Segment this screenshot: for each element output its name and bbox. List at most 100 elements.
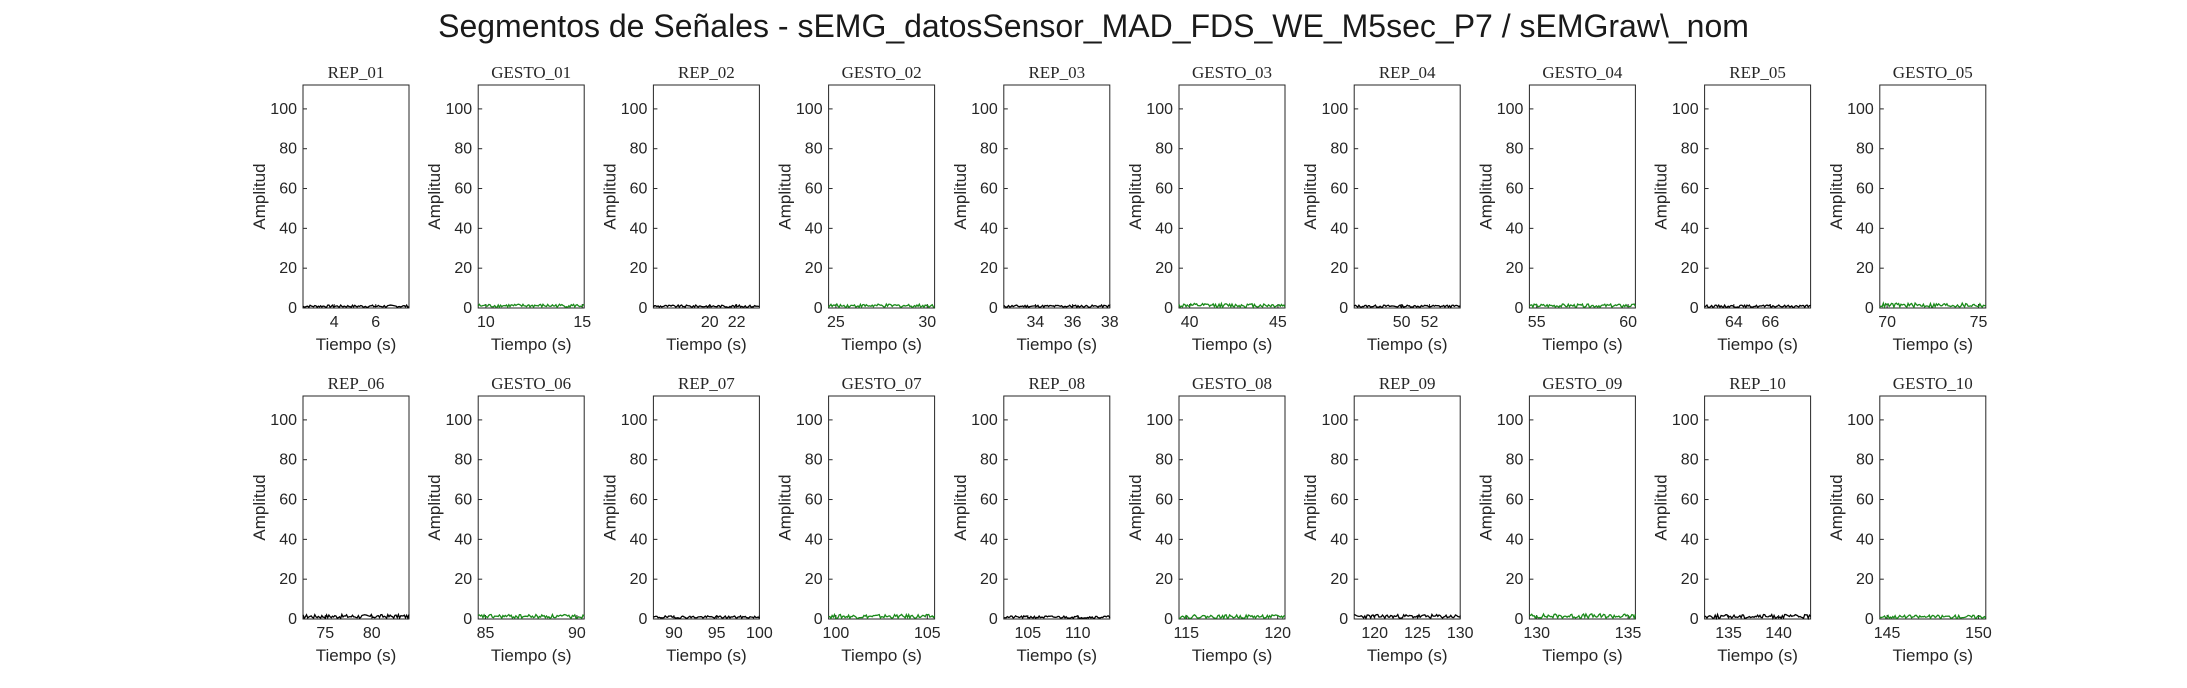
y-tick-label: 80 [1681, 452, 1699, 469]
y-tick-label: 80 [1506, 141, 1524, 158]
subplot-title: GESTO_04 [1542, 63, 1622, 82]
y-tick-label: 100 [796, 101, 823, 118]
subplot-title: GESTO_01 [491, 63, 571, 82]
y-tick-label: 100 [621, 412, 648, 429]
axes-box [1880, 396, 1986, 619]
x-tick-label: 6 [371, 314, 380, 331]
y-tick-label: 20 [1856, 260, 1874, 277]
x-tick-label: 20 [701, 314, 719, 331]
x-axis-label: Tiempo (s) [841, 646, 922, 665]
y-tick-label: 20 [805, 260, 823, 277]
y-axis-label: Amplitud [1126, 163, 1145, 229]
y-tick-label: 60 [805, 492, 823, 509]
subplot-rep-08: REP_08020406080100105 110Tiempo (s)Amplit… [951, 374, 1110, 665]
y-tick-label: 20 [630, 260, 648, 277]
y-tick-label: 80 [279, 141, 297, 158]
y-tick-label: 40 [1155, 220, 1173, 237]
y-tick-label: 60 [454, 492, 472, 509]
x-axis-label: Tiempo (s) [316, 335, 397, 354]
x-tick-label: 80 [363, 625, 381, 642]
x-tick-label: 34 [1027, 314, 1045, 331]
y-tick-label: 80 [805, 141, 823, 158]
x-tick-label: 95 [708, 625, 726, 642]
y-tick-label: 80 [454, 141, 472, 158]
y-tick-label: 60 [1330, 492, 1348, 509]
x-tick-label: 90 [568, 625, 586, 642]
subplot-gesto-07: GESTO_07 0 20 40 60 80 100 100 105 Tiempo (s) Ampl… [776, 374, 941, 665]
axes-box [303, 396, 409, 619]
x-tick-label: 36 [1064, 314, 1082, 331]
x-axis-label: Tiempo (s) [1016, 335, 1097, 354]
x-tick-label: 66 [1761, 314, 1779, 331]
y-tick-label: 60 [1155, 181, 1173, 198]
x-tick-label: 105 [1014, 625, 1041, 642]
signal-line [1880, 303, 1986, 307]
y-tick-label: 80 [1856, 452, 1874, 469]
axes-box [1880, 85, 1986, 308]
y-tick-label: 40 [805, 531, 823, 548]
y-tick-label: 0 [288, 611, 297, 628]
subplot-title: REP_05 [1729, 63, 1786, 82]
x-tick-label: 75 [1970, 314, 1988, 331]
signal-line [478, 304, 584, 307]
subplot-gesto-04: GESTO_04 0 20 40 60 80 100 55 60 Tiempo (s) Amplit… [1476, 63, 1637, 354]
x-tick-label: 30 [918, 314, 936, 331]
subplot-rep-06: REP_06 0 20 40 60 80 100 75 80 Tiempo (s) Amplitud [250, 374, 409, 665]
y-tick-label: 80 [1856, 141, 1874, 158]
y-tick-label: 100 [445, 412, 472, 429]
y-tick-label: 20 [454, 260, 472, 277]
x-tick-label: 40 [1181, 314, 1199, 331]
axes-box [653, 396, 759, 619]
x-tick-label: 4 [330, 314, 339, 331]
y-tick-label: 40 [1681, 531, 1699, 548]
x-tick-label: 140 [1765, 625, 1792, 642]
axes-box [829, 85, 935, 308]
x-tick-label: 50 [1393, 314, 1411, 331]
y-tick-label: 20 [980, 260, 998, 277]
y-axis-label: Amplitud [600, 163, 619, 229]
y-tick-label: 0 [1339, 611, 1348, 628]
signal-line [829, 304, 935, 307]
x-tick-label: 120 [1361, 625, 1388, 642]
y-tick-label: 0 [1865, 611, 1874, 628]
axes-box [1705, 396, 1811, 619]
signal-line [1004, 305, 1110, 307]
y-tick-label: 100 [1497, 412, 1524, 429]
x-tick-label: 10 [477, 314, 495, 331]
x-tick-label: 75 [316, 625, 334, 642]
y-tick-label: 100 [1146, 101, 1173, 118]
y-tick-label: 80 [980, 141, 998, 158]
y-tick-label: 40 [1506, 531, 1524, 548]
subplot-rep-05: REP_05 0 20 40 60 80 100 64 66 Tiempo (s) Amplitud [1652, 63, 1811, 354]
subplot-rep-03: REP_0302040608010034 36 38Tiempo (s)Amplit… [951, 63, 1119, 354]
axes-box [653, 85, 759, 308]
x-axis-label: Tiempo (s) [666, 335, 747, 354]
y-tick-label: 40 [454, 220, 472, 237]
signal-line [1705, 614, 1811, 618]
x-axis-label: Tiempo (s) [666, 646, 747, 665]
x-tick-label: 150 [1965, 625, 1992, 642]
signal-line [1529, 304, 1635, 307]
subplot-title: REP_06 [328, 374, 385, 393]
y-tick-label: 100 [1321, 101, 1348, 118]
signal-line [478, 615, 584, 619]
y-tick-label: 40 [805, 220, 823, 237]
y-tick-label: 40 [980, 220, 998, 237]
y-tick-label: 40 [1330, 220, 1348, 237]
signal-line [1179, 615, 1285, 619]
x-axis-label: Tiempo (s) [1367, 646, 1448, 665]
y-tick-label: 20 [1330, 260, 1348, 277]
y-axis-label: Amplitud [951, 163, 970, 229]
y-tick-label: 60 [279, 181, 297, 198]
y-tick-label: 80 [630, 452, 648, 469]
y-axis-label: Amplitud [600, 474, 619, 540]
y-tick-label: 100 [1146, 412, 1173, 429]
y-tick-label: 40 [630, 531, 648, 548]
x-tick-label: 60 [1619, 314, 1637, 331]
subplot-title: REP_04 [1379, 63, 1436, 82]
axes-box [1179, 85, 1285, 308]
y-tick-label: 100 [971, 101, 998, 118]
y-tick-label: 60 [630, 181, 648, 198]
x-axis-label: Tiempo (s) [1016, 646, 1097, 665]
